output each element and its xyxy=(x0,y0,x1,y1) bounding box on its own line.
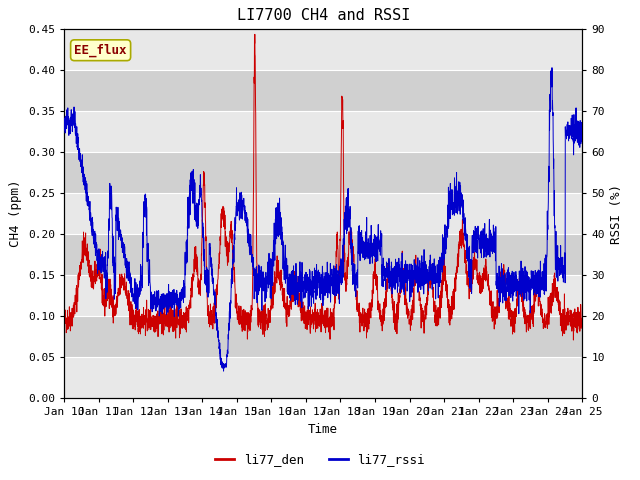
Bar xyxy=(64,357,582,398)
X-axis label: Time: Time xyxy=(308,423,338,436)
Bar xyxy=(64,193,582,234)
Y-axis label: CH4 (ppm): CH4 (ppm) xyxy=(10,180,22,247)
Bar xyxy=(64,152,582,193)
Bar xyxy=(64,234,582,275)
Bar xyxy=(64,111,582,152)
Bar xyxy=(64,29,582,70)
Text: EE_flux: EE_flux xyxy=(74,44,127,57)
Y-axis label: RSSI (%): RSSI (%) xyxy=(611,184,623,244)
Title: LI7700 CH4 and RSSI: LI7700 CH4 and RSSI xyxy=(237,9,410,24)
Bar xyxy=(64,70,582,111)
Bar xyxy=(64,316,582,357)
Legend: li77_den, li77_rssi: li77_den, li77_rssi xyxy=(210,448,430,471)
Bar xyxy=(64,275,582,316)
